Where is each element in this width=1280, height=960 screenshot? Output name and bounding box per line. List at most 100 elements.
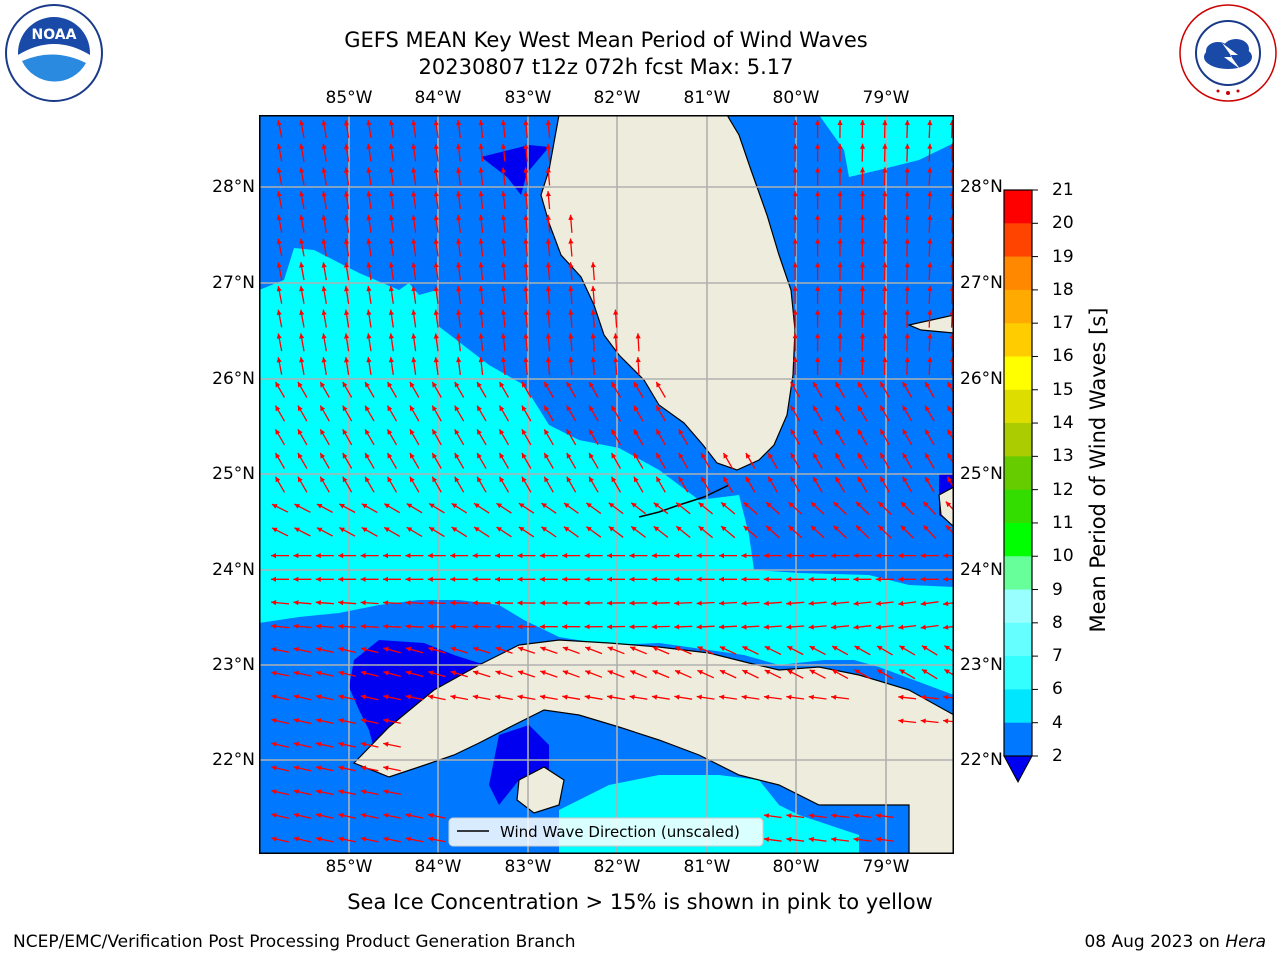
wave-direction-arrow (271, 741, 289, 748)
wave-direction-arrow (517, 576, 536, 582)
colorbar-label: Mean Period of Wind Waves [s] (1086, 307, 1110, 633)
wave-direction-arrow (321, 167, 327, 186)
wave-direction-arrow (433, 309, 439, 328)
wave-direction-arrow (696, 624, 715, 630)
wave-direction-arrow (853, 624, 872, 630)
wave-direction-arrow (543, 405, 554, 422)
colorbar-tick-4: 4 (1052, 712, 1063, 733)
wave-direction-arrow (297, 381, 308, 398)
colorbar-tick-16: 16 (1052, 346, 1074, 367)
wave-direction-arrow (411, 191, 417, 210)
wave-direction-arrow (517, 624, 536, 630)
wave-direction-arrow (606, 624, 626, 630)
wave-direction-arrow (900, 501, 914, 516)
wave-direction-arrow (431, 476, 442, 493)
wave-direction-arrow (562, 553, 581, 559)
wave-direction-arrow (539, 600, 558, 606)
wave-direction-arrow (315, 553, 334, 559)
wave-direction-arrow (271, 670, 289, 677)
wave-direction-arrow (270, 600, 290, 606)
wave-direction-arrow (338, 765, 357, 772)
wave-direction-arrow (607, 576, 625, 582)
wave-direction-arrow (321, 333, 327, 352)
wave-direction-arrow (904, 214, 910, 233)
wave-direction-arrow (427, 836, 446, 843)
wave-direction-arrow (360, 765, 379, 772)
wave-direction-arrow (315, 718, 334, 725)
wave-direction-arrow (360, 576, 379, 582)
wave-direction-arrow (674, 669, 692, 679)
wave-direction-arrow (427, 623, 446, 630)
wave-direction-arrow (927, 143, 933, 162)
wave-direction-arrow (920, 624, 939, 630)
wave-direction-arrow (274, 405, 286, 422)
wave-direction-arrow (456, 143, 462, 162)
wave-direction-arrow (698, 501, 714, 515)
wave-direction-arrow (876, 669, 893, 680)
chart-title: GEFS MEAN Key West Mean Period of Wind W… (344, 28, 868, 52)
wave-direction-arrow (924, 452, 935, 469)
wave-direction-arrow (921, 668, 938, 680)
wave-direction-arrow (678, 476, 689, 493)
wave-direction-arrow (344, 309, 350, 328)
wave-direction-arrow (678, 452, 689, 469)
wave-direction-arrow (386, 381, 398, 398)
wave-direction-arrow (478, 214, 484, 233)
wave-direction-arrow (924, 476, 935, 493)
wave-direction-arrow (383, 789, 401, 796)
wave-direction-arrow (566, 428, 577, 446)
wave-direction-arrow (316, 527, 334, 537)
wave-direction-arrow (943, 624, 954, 630)
wave-direction-arrow (898, 600, 917, 607)
wave-direction-arrow (315, 670, 334, 677)
wave-direction-arrow (927, 309, 933, 328)
wave-direction-arrow (496, 502, 512, 514)
wave-direction-arrow (877, 501, 892, 515)
wave-direction-arrow (584, 670, 603, 678)
wave-direction-arrow (568, 214, 574, 233)
wave-direction-arrow (383, 718, 401, 724)
wave-direction-arrow (815, 143, 821, 162)
wave-direction-arrow (875, 553, 894, 559)
wave-direction-arrow (882, 167, 888, 186)
wave-direction-arrow (271, 765, 289, 772)
wave-direction-arrow (719, 669, 737, 679)
wave-direction-arrow (451, 502, 468, 514)
wave-direction-arrow (859, 214, 866, 233)
wave-direction-arrow (386, 428, 398, 446)
wave-direction-arrow (366, 262, 372, 281)
wave-direction-arrow (720, 525, 736, 539)
wave-direction-arrow (590, 333, 596, 352)
wave-direction-arrow (764, 645, 782, 655)
wave-direction-arrow (944, 668, 954, 677)
wave-direction-arrow (360, 741, 379, 748)
wave-direction-arrow (364, 452, 375, 469)
wave-direction-arrow (859, 191, 866, 210)
wave-direction-arrow (539, 553, 558, 559)
wave-direction-arrow (388, 309, 394, 328)
wave-direction-arrow (719, 576, 737, 582)
colorbar-segment (1004, 456, 1032, 491)
wave-direction-arrow (388, 333, 394, 352)
wave-direction-arrow (837, 285, 843, 304)
wave-direction-arrow (927, 356, 933, 376)
wave-direction-arrow (904, 285, 910, 304)
wave-direction-arrow (742, 669, 759, 679)
wave-direction-arrow (674, 624, 693, 630)
wave-direction-arrow (633, 452, 644, 469)
wave-direction-arrow (321, 214, 327, 233)
wave-direction-arrow (562, 624, 581, 630)
wave-direction-arrow (366, 167, 372, 186)
wave-direction-arrow (812, 452, 823, 469)
wave-direction-arrow (815, 120, 821, 138)
wave-direction-arrow (431, 405, 442, 422)
wave-direction-arrow (763, 624, 782, 630)
wave-direction-arrow (568, 309, 574, 328)
wave-direction-arrow (788, 525, 803, 539)
wave-direction-arrow (319, 452, 330, 469)
wave-direction-arrow (472, 553, 491, 559)
wave-direction-arrow (815, 167, 821, 186)
wave-direction-arrow (877, 525, 892, 539)
wave-direction-arrow (545, 119, 551, 139)
wave-direction-arrow (898, 553, 917, 559)
